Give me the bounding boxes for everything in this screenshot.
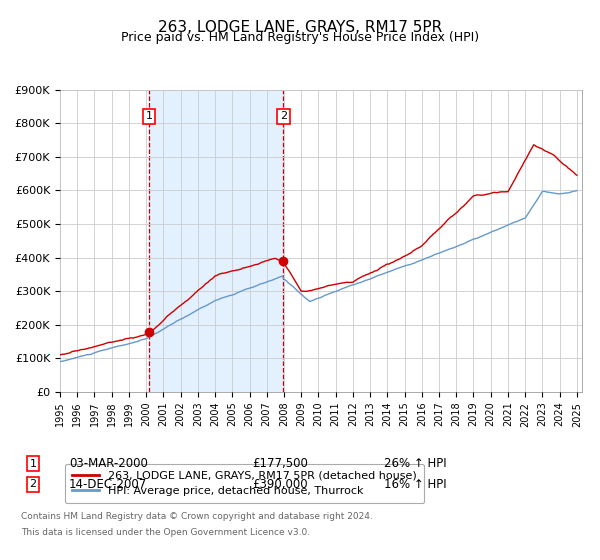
Text: 03-MAR-2000: 03-MAR-2000 <box>69 457 148 470</box>
Text: £177,500: £177,500 <box>252 457 308 470</box>
Text: 26% ↑ HPI: 26% ↑ HPI <box>384 457 446 470</box>
Text: This data is licensed under the Open Government Licence v3.0.: This data is licensed under the Open Gov… <box>21 528 310 536</box>
Text: 2: 2 <box>280 111 287 122</box>
Text: 16% ↑ HPI: 16% ↑ HPI <box>384 478 446 491</box>
Text: 1: 1 <box>29 459 37 469</box>
Text: 14-DEC-2007: 14-DEC-2007 <box>69 478 147 491</box>
Text: £390,000: £390,000 <box>252 478 308 491</box>
Text: 2: 2 <box>29 479 37 489</box>
Text: 1: 1 <box>146 111 152 122</box>
Text: Contains HM Land Registry data © Crown copyright and database right 2024.: Contains HM Land Registry data © Crown c… <box>21 512 373 521</box>
Legend: 263, LODGE LANE, GRAYS, RM17 5PR (detached house), HPI: Average price, detached : 263, LODGE LANE, GRAYS, RM17 5PR (detach… <box>65 464 424 503</box>
Text: 263, LODGE LANE, GRAYS, RM17 5PR: 263, LODGE LANE, GRAYS, RM17 5PR <box>158 20 442 35</box>
Text: Price paid vs. HM Land Registry's House Price Index (HPI): Price paid vs. HM Land Registry's House … <box>121 31 479 44</box>
Bar <box>149 90 283 392</box>
